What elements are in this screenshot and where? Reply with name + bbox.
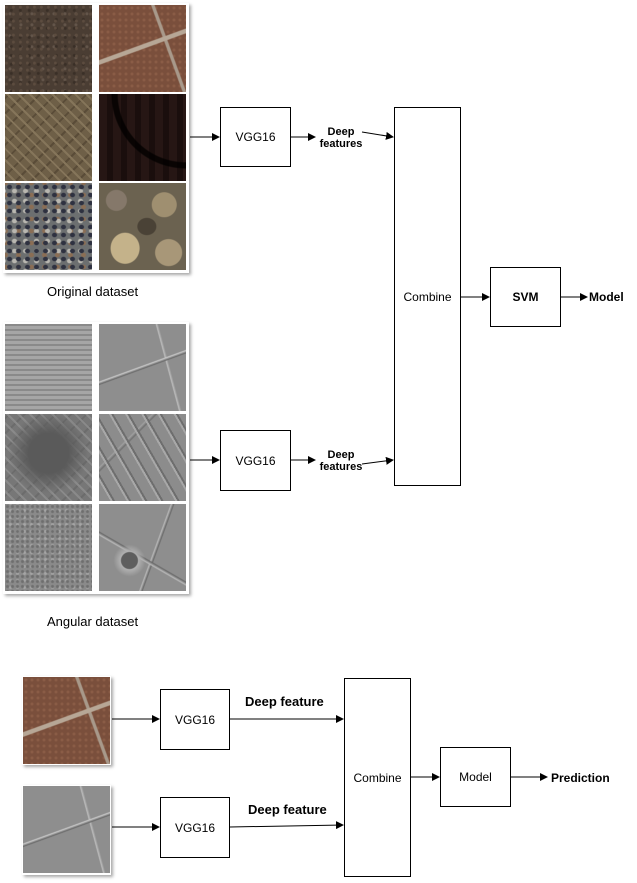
angular-texture-image [5, 324, 92, 411]
angular-texture-image [5, 504, 92, 591]
features-text: features [319, 461, 363, 473]
manhole-texture-image [99, 94, 186, 181]
vgg16-box-original: VGG16 [220, 107, 291, 167]
metal-plate-texture-image [5, 94, 92, 181]
deep-feature-label-angular: Deep feature [248, 802, 327, 817]
features-text: features [319, 138, 363, 150]
arrow [361, 456, 394, 465]
arrow [361, 131, 394, 140]
brick-texture-image [99, 5, 186, 92]
svm-box: SVM [490, 267, 561, 327]
vgg16-box-inference-original: VGG16 [160, 689, 230, 750]
original-dataset-grid [3, 3, 189, 273]
model-box: Model [440, 747, 511, 807]
vgg16-box-inference-angular: VGG16 [160, 797, 230, 858]
angular-dataset-grid [3, 322, 189, 594]
deep-text: Deep [327, 449, 355, 461]
original-dataset-caption: Original dataset [47, 284, 139, 299]
vgg16-box-angular: VGG16 [220, 430, 291, 491]
angular-texture-image [5, 414, 92, 501]
deep-features-label-original: Deep features [316, 126, 366, 150]
angular-texture-image [99, 324, 186, 411]
gravel-texture-image [5, 183, 92, 270]
combine-box-training: Combine [394, 107, 461, 486]
model-output-label: Model [589, 290, 624, 304]
arrow [229, 821, 344, 830]
query-angular-image [22, 785, 111, 875]
angular-texture-image [99, 504, 186, 591]
angular-texture-image [99, 414, 186, 501]
prediction-label: Prediction [551, 771, 610, 785]
stones-texture-image [99, 183, 186, 270]
angular-dataset-caption: Angular dataset [47, 614, 139, 629]
deep-features-label-angular: Deep features [316, 449, 366, 473]
deep-feature-label-original: Deep feature [245, 694, 324, 709]
deep-text: Deep [327, 126, 355, 138]
combine-box-inference: Combine [344, 678, 411, 877]
query-brick-image [22, 676, 111, 765]
soil-texture-image [5, 5, 92, 92]
